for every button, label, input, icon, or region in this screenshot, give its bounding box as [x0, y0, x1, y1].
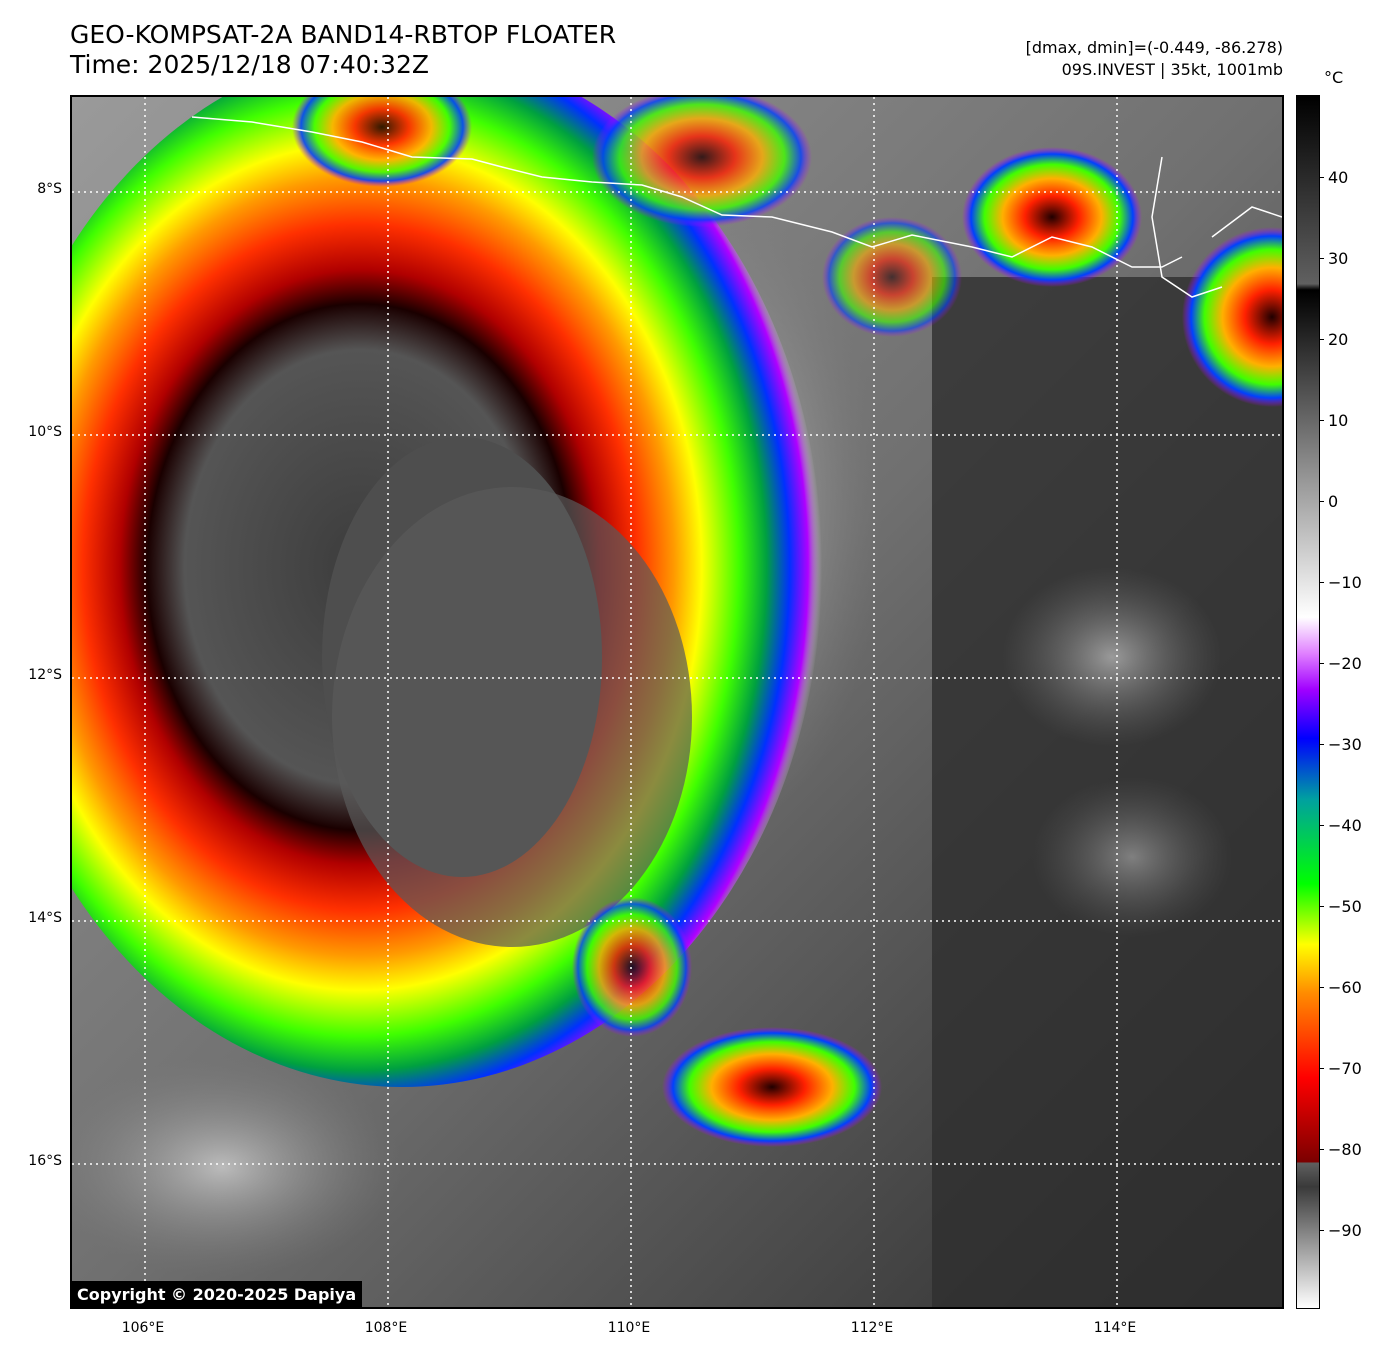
copyright-label: Copyright © 2020-2025 Dapiya — [72, 1281, 363, 1309]
temperature-range: [dmax, dmin]=(-0.449, -86.278) — [1025, 38, 1283, 57]
storm-info: 09S.INVEST | 35kt, 1001mb — [1061, 60, 1283, 79]
lat-label-10s: 10°S — [28, 424, 62, 440]
colorbar-tick-label: −60 — [1328, 978, 1362, 997]
lon-label-106e: 106°E — [121, 1320, 165, 1336]
lon-label-112e: 112°E — [850, 1320, 894, 1336]
colorbar-tick-label: 20 — [1328, 330, 1349, 349]
colorbar-tick-label: −30 — [1328, 735, 1362, 754]
lon-label-110e: 110°E — [607, 1320, 651, 1336]
temperature-colorbar — [1296, 95, 1320, 1309]
colorbar-tick-label: −40 — [1328, 816, 1362, 835]
satellite-imagery — [72, 97, 1282, 1307]
lat-label-14s: 14°S — [28, 910, 62, 926]
lon-label-108e: 108°E — [364, 1320, 408, 1336]
colorbar-tick-label: 10 — [1328, 411, 1349, 430]
colorbar-tick-label: 30 — [1328, 249, 1349, 268]
lat-label-8s: 8°S — [37, 181, 62, 197]
lat-label-12s: 12°S — [28, 667, 62, 683]
colorbar-tick-label: −10 — [1328, 573, 1362, 592]
colorbar-tick-label: 0 — [1328, 492, 1339, 511]
colorbar-tick-label: −70 — [1328, 1059, 1362, 1078]
colorbar-tick-label: −50 — [1328, 897, 1362, 916]
coastline — [191, 116, 1183, 268]
colorbar-tick-label: 40 — [1328, 168, 1349, 187]
lat-label-16s: 16°S — [28, 1153, 62, 1169]
colorbar-tick-label: −90 — [1328, 1221, 1362, 1240]
colorbar-unit: °C — [1324, 68, 1344, 87]
image-time: Time: 2025/12/18 07:40:32Z — [70, 50, 429, 79]
image-title: GEO-KOMPSAT-2A BAND14-RBTOP FLOATER — [70, 20, 617, 49]
satellite-map — [70, 95, 1284, 1309]
colorbar-tick-label: −80 — [1328, 1140, 1362, 1159]
lat-lon-grid — [72, 97, 1282, 1307]
colorbar-tick-label: −20 — [1328, 654, 1362, 673]
lon-label-114e: 114°E — [1093, 1320, 1137, 1336]
